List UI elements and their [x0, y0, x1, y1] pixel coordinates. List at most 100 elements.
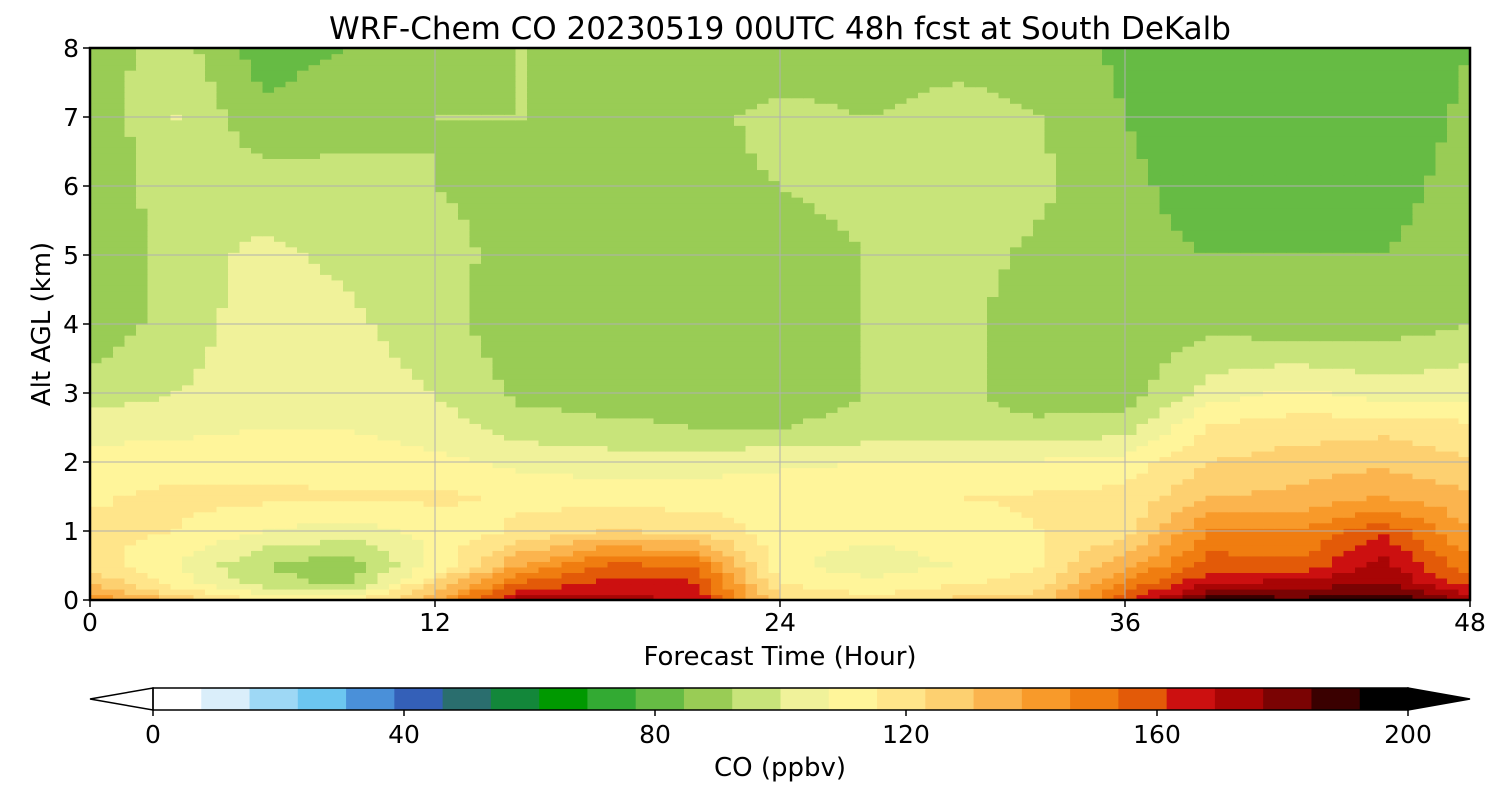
heatmap-cell — [101, 434, 114, 441]
heatmap-cell — [975, 511, 988, 518]
heatmap-cell — [1102, 594, 1115, 601]
heatmap-cell — [1171, 572, 1184, 579]
heatmap-cell — [630, 373, 643, 380]
heatmap-cell — [1424, 561, 1437, 568]
heatmap-cell — [1194, 473, 1207, 480]
heatmap-cell — [1274, 566, 1287, 573]
heatmap-cell — [320, 484, 333, 491]
heatmap-cell — [607, 583, 620, 590]
heatmap-cell — [446, 406, 459, 413]
heatmap-cell — [1136, 384, 1149, 391]
heatmap-cell — [90, 401, 103, 408]
heatmap-cell — [492, 594, 505, 601]
heatmap-cell — [469, 572, 482, 579]
heatmap-cell — [987, 456, 1000, 463]
heatmap-cell — [159, 583, 172, 590]
heatmap-cell — [1148, 544, 1161, 551]
heatmap-cell — [1159, 445, 1172, 452]
heatmap-cell — [1251, 511, 1264, 518]
heatmap-cell — [745, 566, 758, 573]
heatmap-cell — [711, 588, 724, 596]
heatmap-cell — [1148, 539, 1161, 546]
heatmap-cell — [952, 577, 965, 585]
heatmap-cell — [182, 428, 195, 435]
heatmap-cell — [918, 401, 931, 408]
heatmap-cell — [159, 467, 172, 474]
heatmap-cell — [538, 456, 551, 463]
heatmap-cell — [193, 550, 206, 557]
heatmap-cell — [205, 450, 218, 458]
heatmap-cell — [722, 450, 735, 458]
heatmap-cell — [1228, 517, 1241, 524]
heatmap-cell — [1056, 566, 1069, 573]
heatmap-cell — [642, 473, 655, 480]
heatmap-cell — [1079, 401, 1092, 408]
heatmap-cell — [1228, 450, 1241, 458]
heatmap-cell — [377, 379, 390, 386]
heatmap-cell — [1447, 373, 1460, 380]
heatmap-cell — [136, 484, 149, 491]
heatmap-cell — [412, 489, 425, 496]
heatmap-cell — [676, 583, 689, 590]
heatmap-cell — [193, 395, 206, 402]
heatmap-cell — [1355, 428, 1368, 435]
heatmap-cell — [688, 511, 701, 518]
heatmap-cell — [1447, 588, 1460, 596]
heatmap-cell — [676, 473, 689, 480]
heatmap-cell — [1228, 456, 1241, 463]
heatmap-cell — [331, 594, 344, 601]
heatmap-cell — [849, 456, 862, 463]
heatmap-cell — [826, 406, 839, 413]
heatmap-cell — [1309, 373, 1322, 380]
heatmap-cell — [1447, 539, 1460, 546]
heatmap-cell — [1182, 412, 1195, 419]
heatmap-cell — [331, 484, 344, 491]
heatmap-cell — [1125, 550, 1138, 557]
heatmap-cell — [837, 423, 850, 430]
heatmap-cell — [1136, 478, 1149, 485]
heatmap-cell — [803, 555, 816, 562]
heatmap-cell — [1240, 539, 1253, 546]
heatmap-cell — [1136, 500, 1149, 507]
heatmap-cell — [458, 384, 471, 391]
heatmap-cell — [159, 588, 172, 596]
heatmap-cell — [1079, 456, 1092, 463]
heatmap-cell — [906, 550, 919, 557]
heatmap-cell — [124, 533, 137, 540]
heatmap-cell — [1401, 533, 1414, 540]
heatmap-cell — [860, 445, 873, 452]
heatmap-cell — [722, 555, 735, 562]
heatmap-cell — [1182, 506, 1195, 513]
heatmap-cell — [377, 450, 390, 458]
heatmap-cell — [1159, 434, 1172, 441]
heatmap-cell — [239, 412, 252, 419]
heatmap-cell — [1458, 384, 1471, 391]
heatmap-cell — [1435, 517, 1448, 524]
heatmap-cell — [1217, 588, 1230, 596]
heatmap-cell — [803, 539, 816, 546]
heatmap-cell — [1286, 478, 1299, 485]
heatmap-cell — [262, 539, 275, 546]
heatmap-cell — [734, 533, 747, 540]
heatmap-cell — [952, 489, 965, 496]
heatmap-cell — [987, 428, 1000, 435]
heatmap-cell — [331, 395, 344, 402]
heatmap-cell — [343, 539, 356, 546]
heatmap-cell — [1240, 588, 1253, 596]
heatmap-cell — [1366, 417, 1379, 424]
heatmap-cell — [918, 462, 931, 469]
heatmap-cell — [975, 401, 988, 408]
heatmap-cell — [619, 462, 632, 469]
heatmap-cell — [987, 500, 1000, 507]
heatmap-cell — [1366, 533, 1379, 540]
heatmap-cell — [573, 373, 586, 380]
heatmap-cell — [987, 484, 1000, 491]
heatmap-cell — [239, 555, 252, 562]
heatmap-cell — [423, 566, 436, 573]
heatmap-cell — [791, 544, 804, 551]
heatmap-cell — [297, 539, 310, 546]
heatmap-cell — [1412, 566, 1425, 573]
heatmap-cell — [837, 489, 850, 496]
heatmap-cell — [803, 561, 816, 568]
heatmap-cell — [849, 555, 862, 562]
